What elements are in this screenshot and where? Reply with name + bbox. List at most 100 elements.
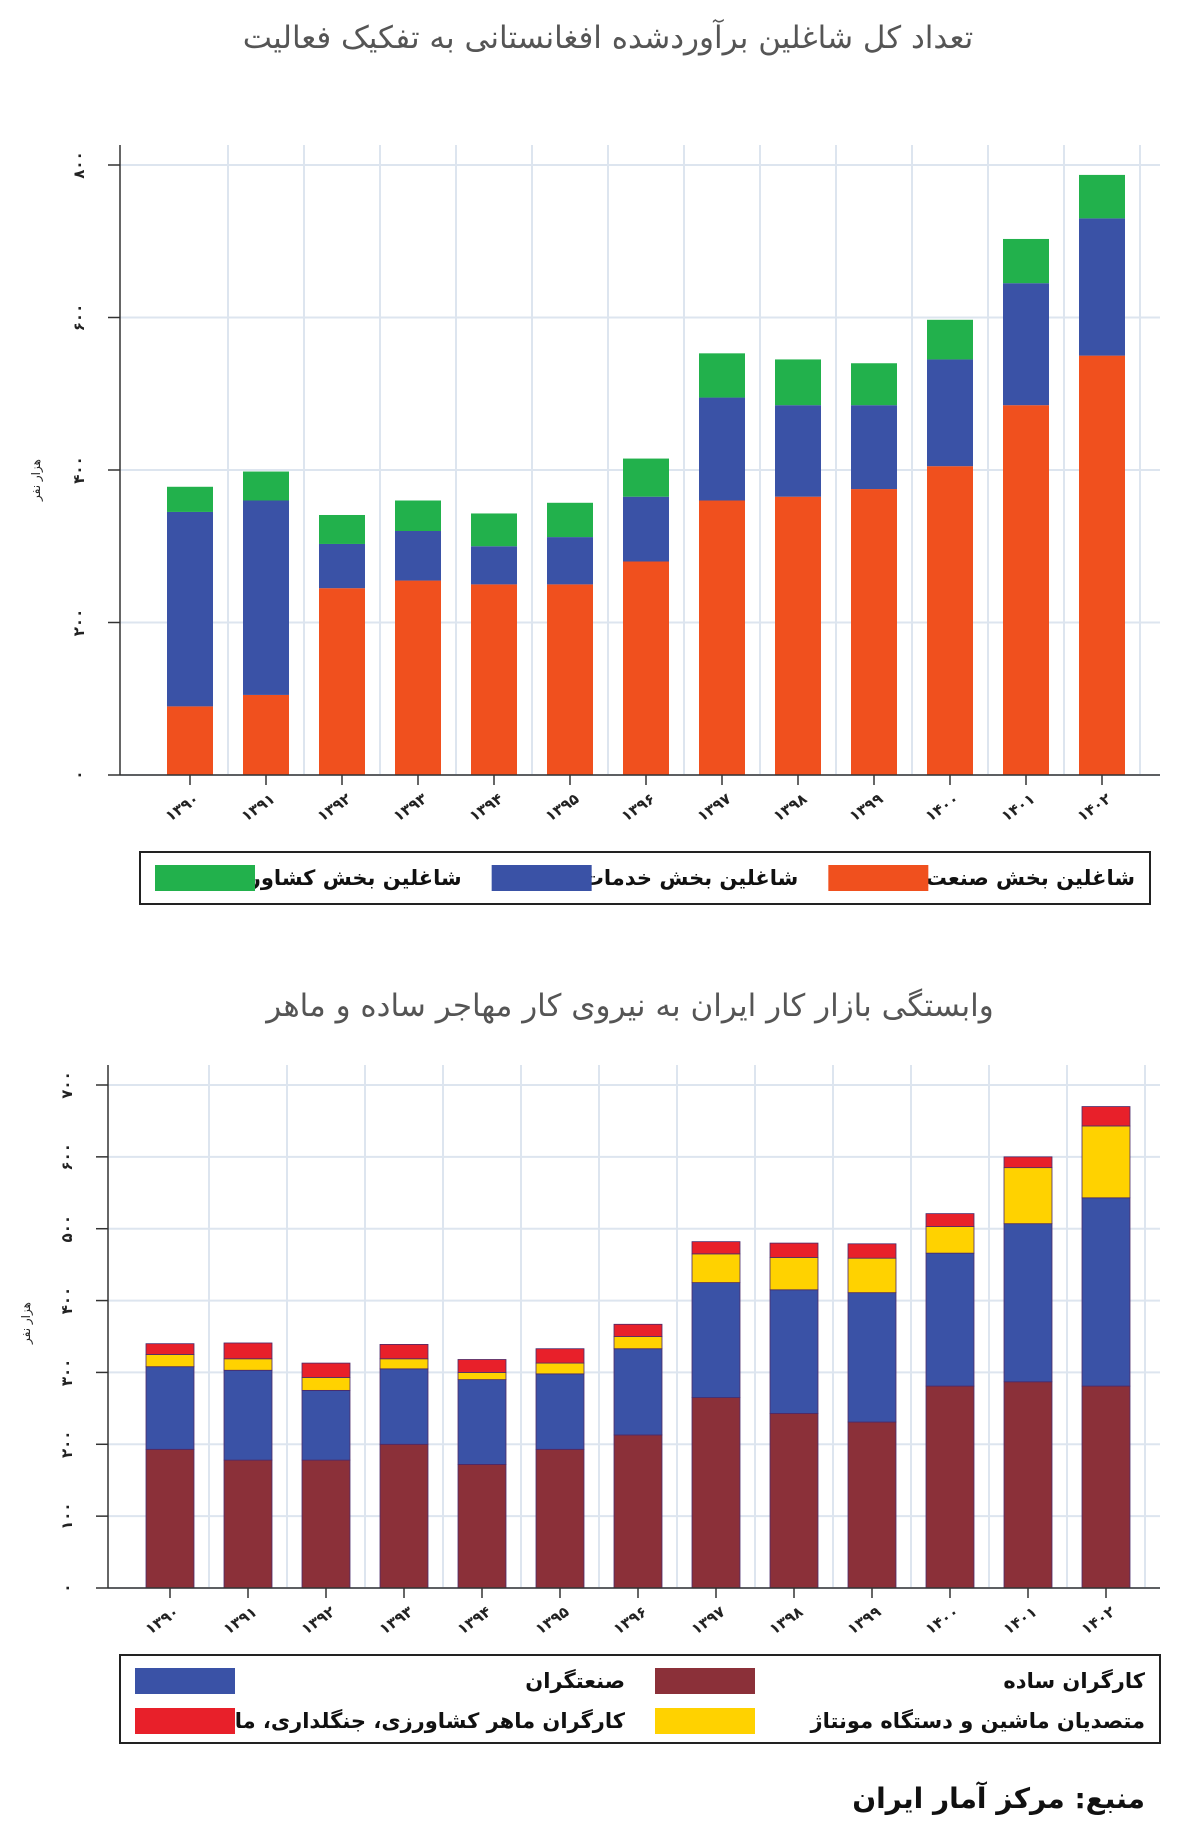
chart2-legend: کارگران ساده صنعتگران متصدیان ماشین و دستگ… xyxy=(119,1654,1161,1744)
chart1-bar-0-4 xyxy=(471,584,517,775)
chart2-bar-1-3 xyxy=(379,1368,429,1445)
chart1-bar-1-0 xyxy=(167,511,213,707)
chart2-bar-3-11 xyxy=(1003,1156,1053,1169)
chart1-legend-label-2: شاغلین بخش کشاورزی xyxy=(217,866,461,890)
chart2-bar-3-6 xyxy=(613,1323,663,1337)
chart2-x-tick-label: ۱۳۹۲ xyxy=(298,1603,338,1639)
chart1-y-tick-label: ۲۰۰ xyxy=(70,609,88,636)
chart2-bar-2-0 xyxy=(145,1354,195,1368)
chart1-title: تعداد کل شاغلین برآوردشده افغانستانی به … xyxy=(243,18,974,56)
chart2-bar-2-12 xyxy=(1081,1125,1131,1199)
chart1-bar-2-9 xyxy=(851,363,897,406)
chart2-y-tick-label: ۳۰۰ xyxy=(58,1359,76,1386)
chart1-x-tick-label: ۱۴۰۲ xyxy=(1074,790,1114,826)
chart2-bar-0-11 xyxy=(1003,1381,1053,1589)
chart1-y-tick-label: ۴۰۰ xyxy=(70,456,88,483)
chart1-bar-1-2 xyxy=(319,543,365,589)
chart2-bar-2-4 xyxy=(457,1372,507,1381)
chart1-bar-1-7 xyxy=(699,397,745,501)
chart1-y-axis-label: هزار نفر xyxy=(29,459,44,502)
chart2-bar-1-6 xyxy=(613,1348,663,1436)
chart2-x-tick-label: ۱۳۹۵ xyxy=(532,1603,572,1639)
chart1-bar-2-11 xyxy=(1003,238,1049,284)
chart2-bar-0-10 xyxy=(925,1385,975,1589)
chart2-bar-3-8 xyxy=(769,1242,819,1258)
chart1-bar-2-4 xyxy=(471,513,517,547)
chart1-x-ticks: ۱۳۹۰ ۱۳۹۱ ۱۳۹۲ ۱۳۹۳ ۱۳۹۴ ۱۳۹۵ ۱۳۹۶ ۱۳۹۷ ۱۳۹۸ ۱۳۹۹… xyxy=(120,774,1160,826)
chart2-x-ticks: ۱۳۹۰ ۱۳۹۱ ۱۳۹۲ ۱۳۹۳ ۱۳۹۴ ۱۳۹۵ ۱۳۹۶ ۱۳۹۷ ۱۳۹۸ ۱۳۹۹… xyxy=(108,1587,1160,1639)
chart1-bar-2-6 xyxy=(623,458,669,497)
chart2-bar-3-9 xyxy=(847,1243,897,1259)
chart1-bar-0-9 xyxy=(851,489,897,775)
chart1-bar-0-6 xyxy=(623,561,669,775)
chart2-bar-2-3 xyxy=(379,1358,429,1370)
chart2-bar-0-8 xyxy=(769,1412,819,1589)
chart2-bar-2-6 xyxy=(613,1336,663,1350)
chart1-bar-0-12 xyxy=(1079,355,1125,775)
chart2-bar-3-1 xyxy=(223,1342,273,1360)
chart2-bar-0-4 xyxy=(457,1464,507,1589)
chart1-legend-swatch-0 xyxy=(828,865,929,891)
chart2-bar-3-7 xyxy=(691,1241,741,1255)
chart2-legend-swatch-2 xyxy=(655,1708,755,1734)
chart2-bar-0-1 xyxy=(223,1459,273,1589)
chart1-bar-0-0 xyxy=(167,706,213,775)
chart1-bar-0-3 xyxy=(395,580,441,775)
chart2-y-tick-label: ۵۰۰ xyxy=(58,1215,76,1242)
chart2-bar-0-0 xyxy=(145,1448,195,1589)
chart2-legend-label-1: صنعتگران xyxy=(525,1668,625,1693)
chart1-bar-1-11 xyxy=(1003,283,1049,406)
chart1-bar-2-2 xyxy=(319,514,365,544)
chart2-bar-0-2 xyxy=(301,1459,351,1589)
chart2-x-tick-label: ۱۴۰۲ xyxy=(1078,1603,1118,1639)
chart2-y-axis-label: هزار نفر xyxy=(19,1302,34,1345)
chart2-bar-2-9 xyxy=(847,1257,897,1294)
chart2-bar-2-1 xyxy=(223,1358,273,1371)
chart2-bar-2-11 xyxy=(1003,1167,1053,1225)
chart2-legend-swatch-1 xyxy=(135,1668,235,1694)
chart1-legend-swatch-1 xyxy=(491,865,592,891)
chart2-bar-0-7 xyxy=(691,1397,741,1589)
chart1-bar-1-3 xyxy=(395,531,441,581)
chart2-x-tick-label: ۱۴۰۰ xyxy=(922,1603,962,1639)
chart1-bar-1-4 xyxy=(471,546,517,585)
chart2-bar-2-5 xyxy=(535,1362,585,1375)
chart2-bar-1-1 xyxy=(223,1369,273,1461)
chart1-legend-label-1: شاغلین بخش خدمات xyxy=(583,866,799,890)
chart1-bar-0-10 xyxy=(927,466,973,775)
chart1-y-tick-label: ۸۰۰ xyxy=(70,151,88,178)
chart2-x-tick-label: ۱۳۹۱ xyxy=(220,1603,260,1639)
chart2-x-tick-label: ۱۳۹۳ xyxy=(376,1603,416,1639)
chart1-bar-2-7 xyxy=(699,353,745,398)
chart1-legend-swatch-2 xyxy=(155,865,255,891)
chart2-bar-0-6 xyxy=(613,1434,663,1589)
chart1-bar-1-12 xyxy=(1079,218,1125,356)
chart-labor-market-dependency: وابستگی بازار کار ایران به نیروی کار مها… xyxy=(19,988,1161,1744)
chart1-bar-0-8 xyxy=(775,496,821,775)
chart1-x-tick-label: ۱۳۹۳ xyxy=(390,790,430,826)
chart2-bar-3-5 xyxy=(535,1348,585,1364)
chart2-bar-3-12 xyxy=(1081,1106,1131,1127)
chart1-bar-2-12 xyxy=(1079,174,1125,219)
chart2-bar-1-4 xyxy=(457,1379,507,1465)
chart2-legend-label-0: کارگران ساده xyxy=(1003,1668,1145,1693)
chart2-bar-0-5 xyxy=(535,1448,585,1589)
chart1-bar-0-1 xyxy=(243,694,289,775)
chart2-legend-box xyxy=(119,1654,1161,1744)
chart1-x-tick-label: ۱۳۹۷ xyxy=(694,790,734,826)
chart1-x-tick-label: ۱۳۹۰ xyxy=(162,790,202,826)
chart2-x-tick-label: ۱۳۹۷ xyxy=(688,1603,728,1639)
chart1-bar-2-3 xyxy=(395,500,441,531)
chart1-bar-2-8 xyxy=(775,359,821,406)
chart2-bar-3-4 xyxy=(457,1359,507,1373)
chart2-y-tick-label: ۱۰۰ xyxy=(58,1502,76,1529)
chart1-legend: شاغلین بخش صنعت شاغلین بخش خدمات شاغلین بخ… xyxy=(139,851,1151,905)
chart2-legend-label-3: کارگران ماهر کشاورزی، جنگلداری، ماهیگیری xyxy=(158,1708,625,1733)
chart-employed-by-activity: تعداد کل شاغلین برآوردشده افغانستانی به … xyxy=(29,18,1160,905)
chart1-x-tick-label: ۱۴۰۰ xyxy=(922,790,962,826)
chart2-y-tick-label: ۲۰۰ xyxy=(58,1431,76,1458)
chart1-bar-0-2 xyxy=(319,588,365,775)
chart2-y-tick-label: ۴۰۰ xyxy=(58,1287,76,1314)
chart1-x-tick-label: ۱۳۹۶ xyxy=(618,790,658,826)
chart1-grid xyxy=(120,145,1160,776)
